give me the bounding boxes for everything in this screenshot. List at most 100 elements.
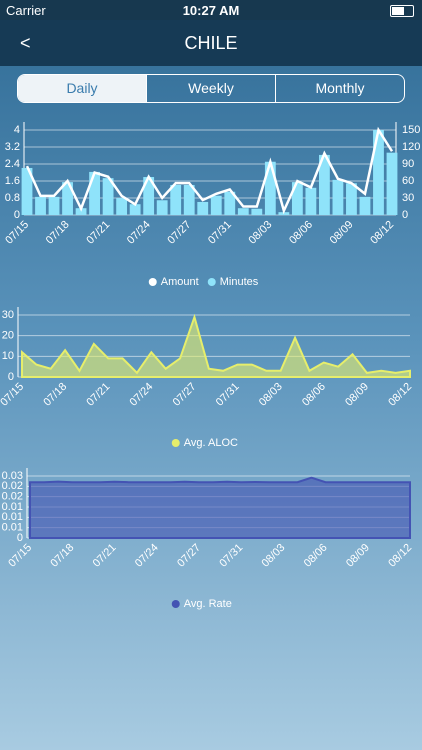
legend-label: Amount (161, 276, 199, 288)
bar (197, 201, 209, 215)
legend-marker (148, 278, 157, 286)
bar (251, 208, 263, 215)
area (21, 313, 411, 378)
bar (346, 183, 357, 215)
x-tick-label: 07/21 (84, 219, 112, 247)
y-tick-label: 20 (2, 330, 14, 342)
x-tick-label: 07/18 (48, 542, 76, 570)
y-tick-label: 0.03 (2, 470, 23, 482)
battery (390, 5, 414, 17)
bar (156, 200, 168, 215)
nav-title: CHILE (184, 33, 238, 53)
bar (332, 179, 344, 215)
y-tick-label: 0.8 (5, 192, 20, 204)
bar (319, 154, 330, 215)
bar (210, 195, 222, 215)
bar (48, 196, 60, 215)
y-tick-label: 0.02 (2, 480, 23, 492)
x-tick-label: 07/24 (128, 381, 156, 409)
line (25, 126, 394, 215)
y-tick-label: 0.01 (2, 522, 23, 534)
y2-tick-label: 30 (402, 192, 414, 204)
x-tick-label: 07/15 (0, 381, 26, 409)
status-bar: Carrier 10:27 AM (0, 0, 422, 20)
area (29, 476, 411, 539)
x-tick-label: 08/09 (328, 219, 356, 247)
y-tick-label: 0.02 (2, 491, 23, 503)
bar (116, 198, 128, 215)
legend-label: Avg. ALOC (184, 437, 238, 449)
x-tick-label: 07/31 (214, 381, 242, 409)
y2-tick-label: 0 (402, 209, 408, 221)
y2-tick-label: 60 (402, 175, 414, 187)
x-tick-label: 07/18 (44, 219, 72, 247)
x-tick-label: 08/03 (247, 219, 275, 247)
y2-tick-label: 90 (402, 158, 414, 170)
clock: 10:27 AM (182, 3, 240, 18)
bar (62, 182, 73, 215)
x-tick-label: 07/27 (175, 542, 203, 570)
x-tick-label: 08/12 (386, 542, 414, 570)
y-tick-label: 0 (14, 209, 20, 221)
legend-marker (171, 600, 180, 608)
bar (224, 191, 236, 215)
y2-tick-label: 120 (402, 141, 420, 153)
bar (75, 208, 87, 215)
y-tick-label: 0.01 (2, 511, 23, 523)
x-tick-label: 07/15 (3, 219, 31, 247)
x-tick-label: 08/06 (302, 542, 330, 570)
tab[interactable]: Weekly (146, 75, 275, 102)
bar (237, 208, 249, 215)
x-tick-label: 08/09 (343, 381, 371, 409)
bar (386, 152, 398, 215)
x-tick-label: 08/06 (287, 219, 315, 247)
back-button[interactable]: < (20, 33, 31, 53)
x-tick-label: 08/06 (300, 381, 328, 409)
y-tick-label: 1.6 (5, 175, 20, 187)
bar (183, 184, 195, 215)
x-tick-label: 08/09 (344, 542, 372, 570)
bar (305, 187, 317, 215)
x-tick-label: 07/31 (206, 219, 234, 247)
x-tick-label: 07/21 (84, 381, 112, 409)
nav-bar: < CHILE (0, 20, 422, 66)
bar (373, 130, 384, 215)
y2-tick-label: 150 (402, 124, 420, 136)
bar (264, 161, 276, 215)
x-tick-label: 07/15 (6, 542, 34, 570)
bar (143, 177, 155, 215)
x-tick-label: 07/27 (171, 381, 199, 409)
legend-label: Minutes (220, 276, 259, 288)
bar (102, 178, 114, 215)
y-tick-label: 2.4 (5, 158, 20, 170)
y-tick-label: 4 (14, 124, 20, 136)
bar (21, 167, 33, 215)
bar (359, 196, 371, 215)
carrier: Carrier (6, 3, 46, 18)
bar (129, 204, 141, 215)
y-tick-label: 0 (17, 532, 23, 544)
y-tick-label: 3.2 (5, 141, 20, 153)
tab[interactable]: Monthly (275, 75, 404, 102)
legend-label: Avg. Rate (184, 598, 232, 610)
x-tick-label: 07/18 (41, 381, 69, 409)
legend-marker (171, 439, 180, 447)
y-tick-label: 0.01 (2, 501, 23, 513)
x-tick-label: 08/12 (386, 381, 414, 409)
legend-marker (207, 278, 216, 286)
y-tick-label: 0 (8, 371, 14, 383)
bar (35, 196, 46, 215)
bar (291, 182, 303, 215)
x-tick-label: 07/27 (165, 219, 193, 247)
segmented-control: Daily Weekly Monthly (17, 74, 405, 103)
x-tick-label: 07/31 (217, 542, 245, 570)
y-tick-label: 10 (2, 350, 14, 362)
x-tick-label: 07/24 (133, 542, 161, 570)
x-tick-label: 07/21 (91, 542, 119, 570)
y-tick-label: 30 (2, 309, 14, 321)
x-tick-label: 08/12 (368, 219, 396, 247)
tab[interactable]: Daily (18, 75, 146, 102)
bar (89, 171, 100, 215)
